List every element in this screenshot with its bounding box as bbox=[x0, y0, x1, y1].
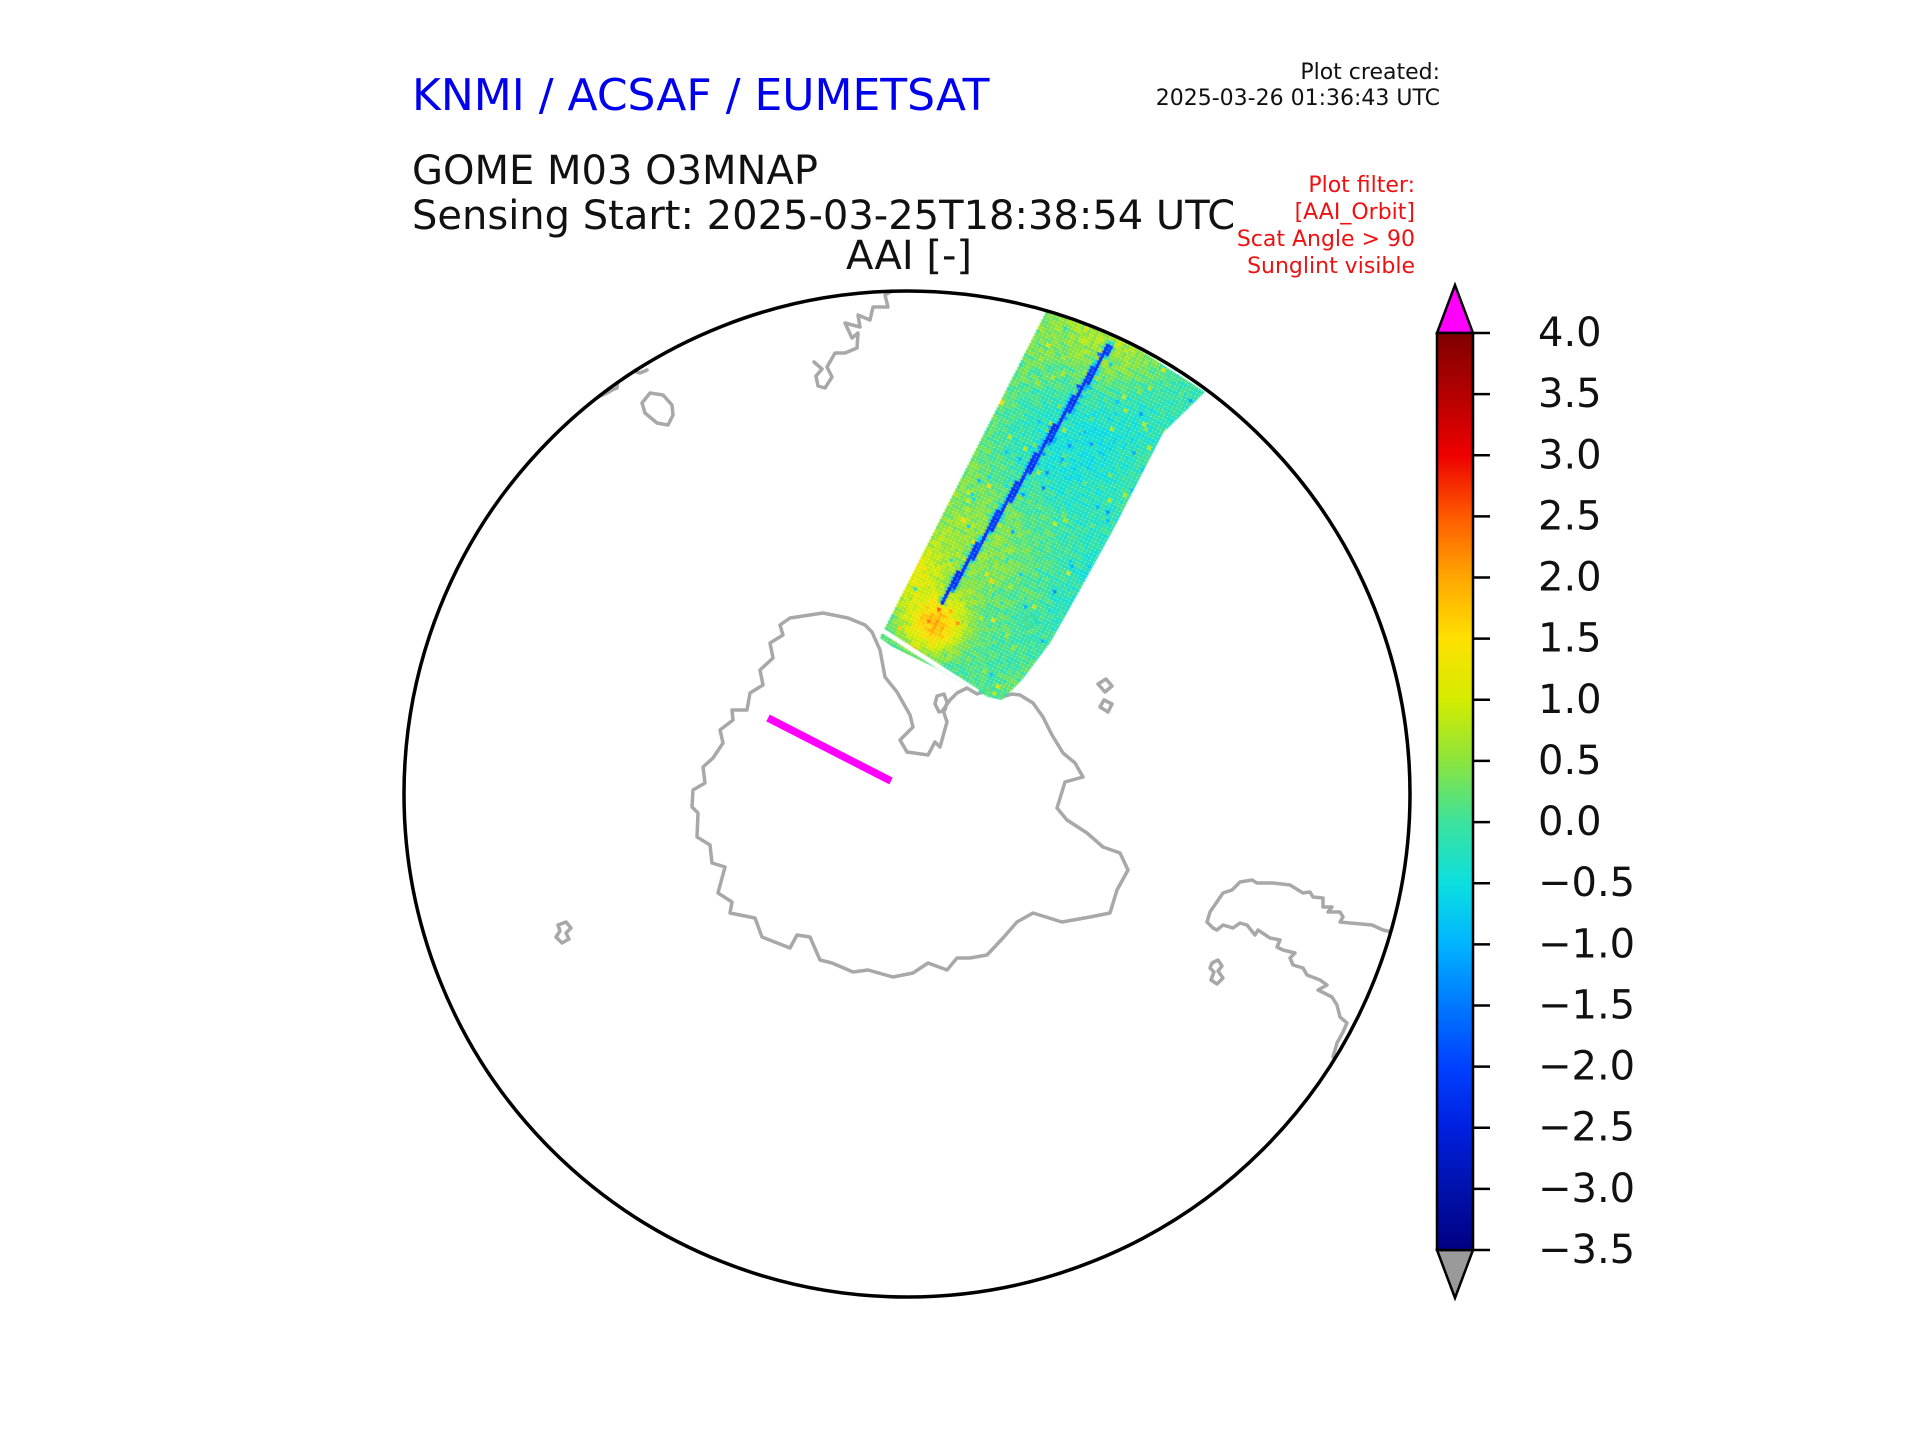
colorbar-tick-label: 3.5 bbox=[1538, 371, 1602, 417]
colorbar-tick-label: 4.0 bbox=[1538, 310, 1602, 356]
colorbar: 4.0 3.5 3.0 2.5 2.0 1.5 1.0 0.5 0.0 −0.5 −1.0 −1.5 −… bbox=[1435, 281, 1635, 1302]
colorbar-tick-label: 2.5 bbox=[1538, 493, 1602, 539]
colorbar-tick-label: −2.5 bbox=[1538, 1105, 1635, 1151]
colorbar-tick-label: −1.0 bbox=[1538, 921, 1635, 967]
sunglint-track-line bbox=[766, 714, 893, 785]
colorbar-tick-label: −1.5 bbox=[1538, 982, 1635, 1028]
colorbar-tick-label: −2.0 bbox=[1538, 1044, 1635, 1090]
colorbar-tick-label: −0.5 bbox=[1538, 860, 1635, 906]
colorbar-gradient bbox=[1435, 331, 1475, 1252]
colorbar-tick-label: 0.0 bbox=[1538, 799, 1602, 845]
colorbar-under-arrow bbox=[1435, 1248, 1475, 1302]
colorbar-tick-label: −3.0 bbox=[1538, 1166, 1635, 1212]
colorbar-tick-label: 2.0 bbox=[1538, 555, 1602, 601]
colorbar-tick-label: 0.5 bbox=[1538, 738, 1602, 784]
colorbar-over-arrow bbox=[1435, 281, 1475, 335]
colorbar-tick-label: 1.5 bbox=[1538, 616, 1602, 662]
colorbar-tick-label: 1.0 bbox=[1538, 677, 1602, 723]
colorbar-tick-label: −3.5 bbox=[1538, 1227, 1635, 1273]
globe-outline bbox=[402, 289, 1412, 1299]
colorbar-tick-label: 3.0 bbox=[1538, 432, 1602, 478]
